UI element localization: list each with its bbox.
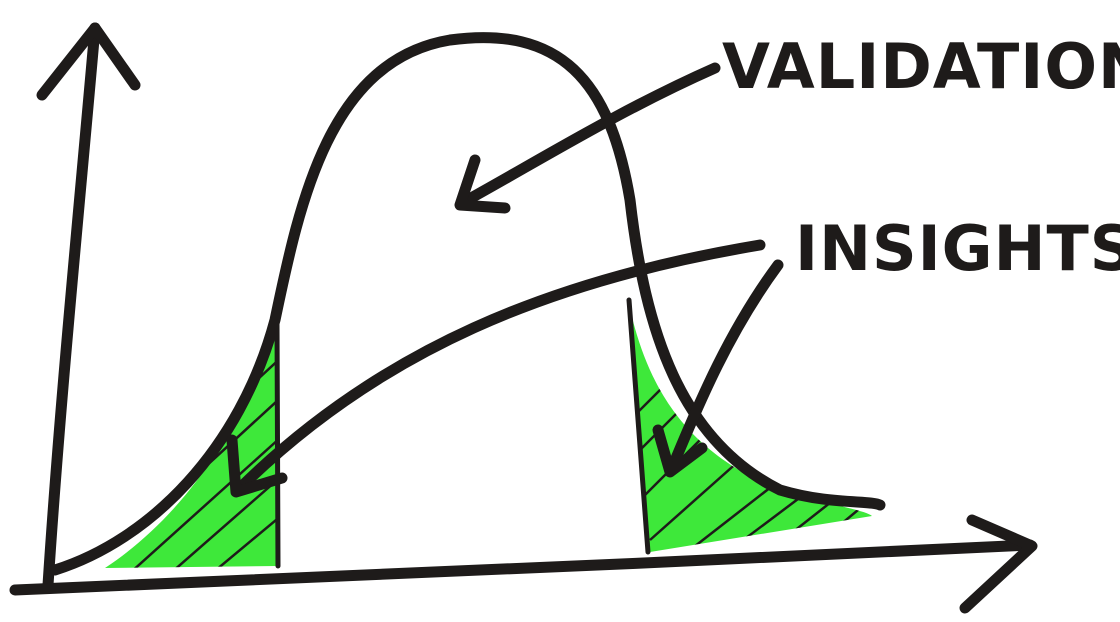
insights-arrow-left	[226, 239, 766, 498]
x-axis	[9, 514, 1038, 614]
tail-boundary-right	[626, 297, 651, 555]
validation-arrow	[454, 62, 721, 214]
tail-boundary-left	[274, 319, 281, 569]
insights-arrow-right	[652, 259, 784, 478]
validation-label: VALIDATION	[722, 30, 1120, 103]
insight-area-right	[628, 300, 872, 552]
distribution-curve	[49, 32, 886, 576]
y-axis	[36, 22, 141, 591]
insights-label: INSIGHTS	[795, 212, 1120, 285]
